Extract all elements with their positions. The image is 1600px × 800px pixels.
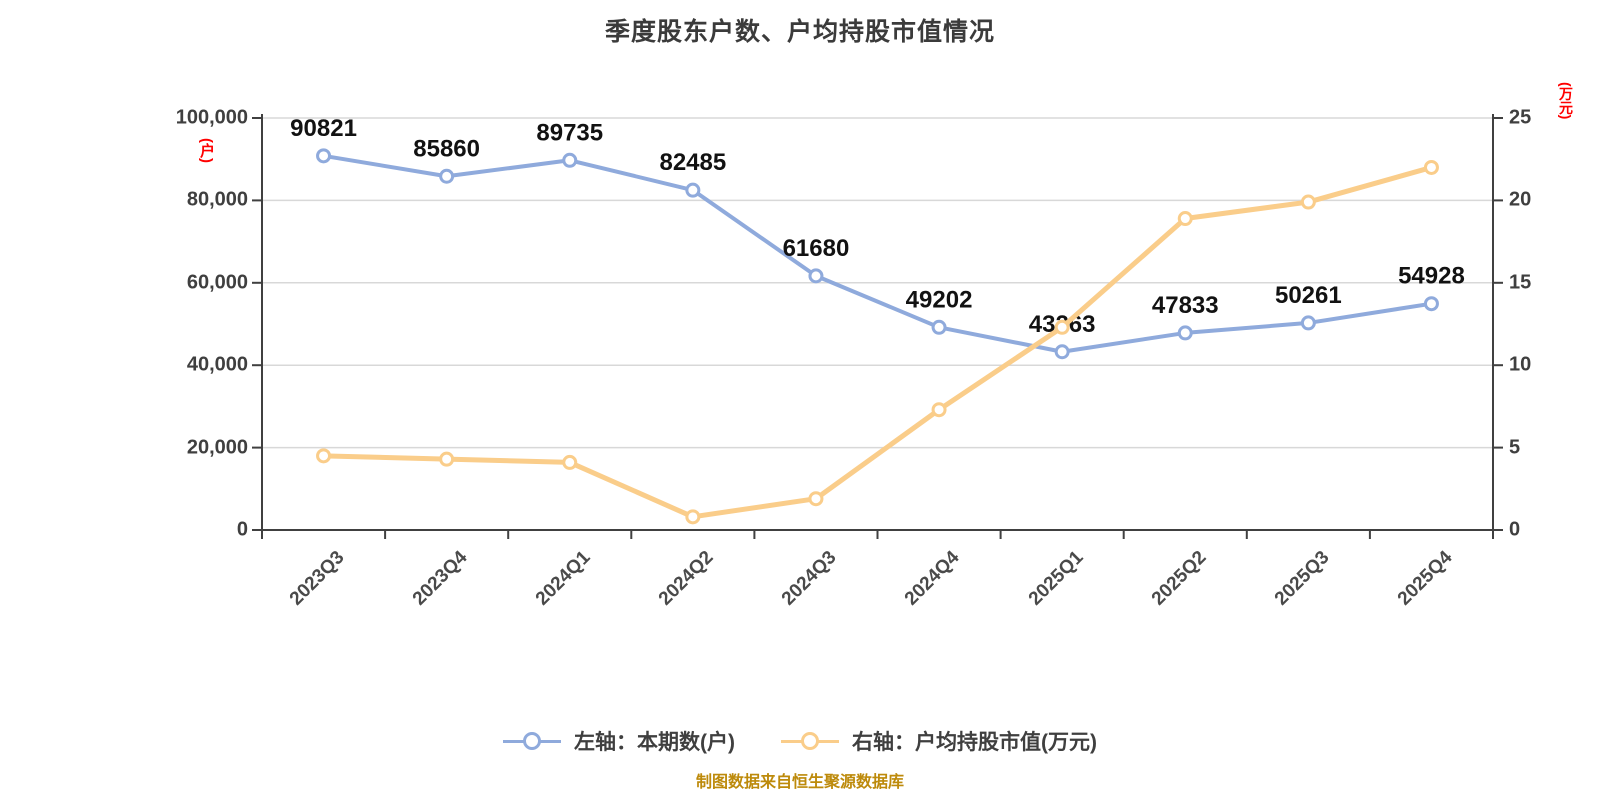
legend-dot-blue [523, 732, 541, 750]
data-point-label: 54928 [1398, 263, 1465, 290]
right-axis-unit-label: (万元) [1558, 82, 1574, 120]
left-axis-tick-label: 100,000 [175, 106, 248, 129]
data-point-marker [931, 402, 947, 418]
data-point-marker [1054, 319, 1070, 335]
data-point-label: 49202 [906, 286, 973, 313]
legend-label-right-axis: 右轴：户均持股市值(万元) [852, 731, 1097, 754]
legend-dot-yellow [801, 732, 819, 750]
data-point-marker [1423, 296, 1439, 312]
legend-label-left-axis: 左轴：本期数(户) [574, 731, 735, 754]
legend-item-avg-holding-value[interactable]: 右轴：户均持股市值(万元) [781, 726, 1097, 756]
data-point-marker [685, 182, 701, 198]
data-point-label: 47833 [1152, 292, 1219, 319]
left-axis-tick-label: 80,000 [186, 188, 248, 211]
data-point-marker [1300, 194, 1316, 210]
data-point-marker [439, 451, 455, 467]
data-point-label: 89735 [536, 119, 603, 146]
data-point-marker [1177, 325, 1193, 341]
legend: 左轴：本期数(户) 右轴：户均持股市值(万元) [0, 726, 1600, 756]
series-line-left [323, 153, 1432, 354]
data-point-marker [1300, 315, 1316, 331]
left-axis-unit-label: (户) [198, 138, 215, 163]
chart-title: 季度股东户数、户均持股市值情况 [604, 18, 995, 46]
data-point-marker [562, 152, 578, 168]
data-point-marker [316, 448, 332, 464]
legend-item-shareholder-count[interactable]: 左轴：本期数(户) [503, 726, 735, 756]
left-axis-tick-label: 20,000 [186, 436, 248, 459]
data-point-marker [439, 168, 455, 184]
series-line-right [323, 165, 1433, 520]
right-axis-tick-label: 25 [1509, 106, 1532, 129]
legend-marker-blue [503, 732, 561, 750]
data-point-marker [808, 491, 824, 507]
data-point-label: 82485 [659, 149, 726, 176]
data-point-label: 61680 [783, 235, 850, 262]
data-point-label: 50261 [1275, 282, 1342, 309]
right-axis-tick-label: 0 [1509, 518, 1521, 541]
data-point-marker [562, 454, 578, 470]
data-point-marker [1177, 211, 1193, 227]
data-point-label: 90821 [290, 115, 357, 142]
left-axis-tick-label: 60,000 [186, 271, 248, 294]
right-axis-tick-label: 5 [1509, 436, 1521, 459]
left-axis-tick-label: 0 [236, 518, 248, 541]
data-point-marker [685, 509, 701, 525]
data-point-marker [808, 268, 824, 284]
data-point-marker [1054, 344, 1070, 360]
right-axis-tick-label: 20 [1509, 188, 1532, 211]
data-point-marker [1423, 159, 1439, 175]
data-point-label: 85860 [413, 135, 480, 162]
data-source-note: 制图数据来自恒生聚源数据库 [695, 774, 904, 791]
data-point-marker [316, 148, 332, 164]
data-point-marker [931, 319, 947, 335]
left-axis-tick-label: 40,000 [186, 353, 248, 376]
right-axis-tick-label: 15 [1509, 271, 1532, 294]
legend-marker-yellow [781, 732, 839, 750]
right-axis-tick-label: 10 [1509, 353, 1532, 376]
